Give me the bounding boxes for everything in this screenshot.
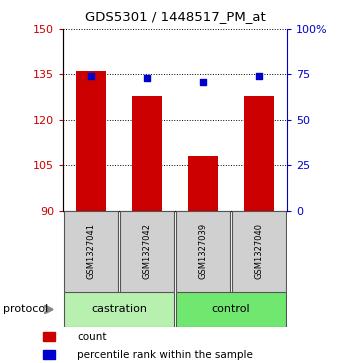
Bar [76, 72, 106, 211]
Point [256, 73, 262, 79]
Text: control: control [212, 305, 250, 314]
Bar [188, 156, 218, 211]
Text: GSM1327040: GSM1327040 [254, 223, 264, 280]
Point [144, 75, 150, 81]
Bar [176, 211, 230, 292]
Text: GSM1327042: GSM1327042 [142, 223, 152, 280]
Bar [132, 95, 162, 211]
Bar [64, 211, 118, 292]
Point [200, 79, 206, 85]
Bar [43, 332, 55, 341]
Text: GSM1327041: GSM1327041 [86, 223, 96, 280]
Text: protocol: protocol [4, 305, 49, 314]
Text: count: count [77, 332, 107, 342]
Bar [43, 350, 55, 359]
Bar [176, 292, 286, 327]
Bar [64, 292, 174, 327]
Point [88, 73, 94, 79]
Text: GSM1327039: GSM1327039 [198, 223, 208, 280]
Bar [232, 211, 286, 292]
Text: castration: castration [91, 305, 147, 314]
Text: GDS5301 / 1448517_PM_at: GDS5301 / 1448517_PM_at [85, 10, 265, 23]
Bar [244, 95, 274, 211]
Text: percentile rank within the sample: percentile rank within the sample [77, 350, 253, 360]
Bar [120, 211, 174, 292]
